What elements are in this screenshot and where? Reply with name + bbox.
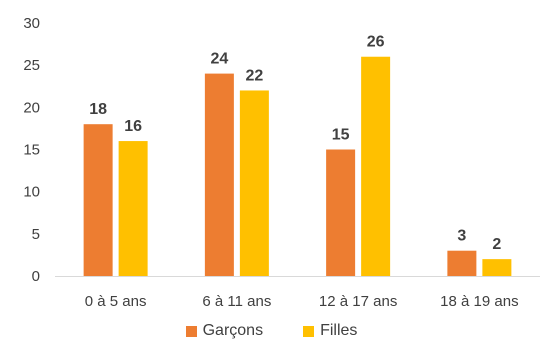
bar [83,124,113,276]
x-tick-label: 0 à 5 ans [85,293,147,310]
legend-item-filles: Filles [303,322,357,340]
bar [239,90,269,276]
bar [204,73,234,276]
data-label: 2 [492,236,501,253]
x-tick-label: 18 à 19 ans [440,293,518,310]
data-label: 3 [457,228,466,245]
legend-label-filles: Filles [320,322,358,339]
legend: Garçons Filles [0,322,543,340]
data-label: 18 [89,101,107,118]
x-tick-label: 6 à 11 ans [202,293,271,310]
y-tick-label: 5 [32,226,40,243]
bar [482,259,512,276]
y-tick-label: 0 [32,268,40,285]
bar [118,141,148,276]
bar [326,149,356,276]
y-tick-label: 15 [23,142,40,159]
data-label: 26 [367,34,385,51]
y-tick-label: 30 [23,15,40,32]
chart: 0 5 10 15 20 25 30 0 à 5 ans 18 16 6 à 11 ans 24 22 1… [23,15,540,310]
data-label: 16 [124,118,142,135]
bar [447,250,477,276]
data-label: 24 [210,51,228,68]
bar [361,56,391,276]
y-tick-label: 10 [23,184,40,201]
legend-label-garcons: Garçons [202,322,264,339]
legend-swatch-garcons [185,325,197,337]
legend-swatch-filles [303,325,315,337]
legend-item-garcons: Garçons [185,322,264,340]
x-tick-label: 12 à 17 ans [319,293,397,310]
data-label: 15 [332,127,350,144]
data-label: 22 [245,67,263,84]
y-tick-label: 20 [23,99,40,116]
y-tick-label: 25 [23,57,40,74]
